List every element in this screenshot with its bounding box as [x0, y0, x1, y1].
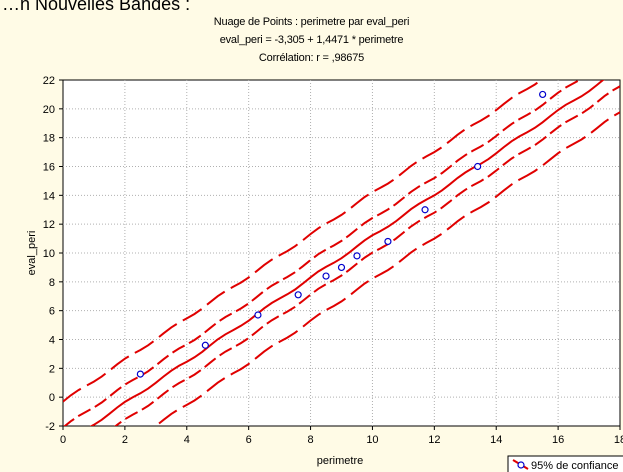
regression-lines — [63, 80, 620, 426]
y-tick-label: 2 — [49, 363, 55, 375]
x-tick-label: 8 — [307, 434, 313, 446]
grid-lines — [63, 80, 620, 426]
y-tick-label: 4 — [49, 335, 55, 347]
y-tick-label: 18 — [43, 133, 55, 145]
prediction-band-upper — [63, 80, 543, 403]
data-point — [353, 252, 361, 260]
regression-line — [89, 80, 605, 426]
page-heading: …n Nouvelles Bandes : — [2, 0, 191, 14]
prediction-band-lower — [154, 111, 620, 426]
data-point — [384, 237, 392, 246]
x-tick-label: 10 — [366, 434, 378, 446]
data-points — [136, 90, 547, 378]
legend-box — [507, 455, 623, 472]
y-tick-label: 0 — [49, 392, 55, 404]
data-point — [136, 370, 144, 378]
chart-title: Nuage de Points : perimetre par eval_per… — [213, 16, 410, 28]
plot-area — [62, 79, 621, 427]
y-tick-label: 22 — [43, 75, 55, 87]
y-tick-label: 20 — [43, 104, 55, 116]
data-point — [322, 272, 330, 280]
legend: 95% de confiance — [507, 455, 623, 472]
x-tick-label: 12 — [428, 434, 440, 446]
x-tick-label: 6 — [246, 434, 252, 446]
confidence-band-lower — [114, 85, 620, 426]
y-tick-label: 16 — [43, 162, 55, 174]
data-point — [254, 311, 262, 319]
x-tick-label: 14 — [490, 434, 502, 446]
chart-equation: eval_peri = -3,305 + 1,4471 * perimetre — [219, 34, 404, 46]
x-tick-label: 18 — [614, 434, 623, 446]
data-point — [539, 90, 547, 99]
y-axis-ticks: -2 0 2 4 6 8 10 12 14 16 18 20 22 — [43, 75, 63, 433]
y-tick-label: 10 — [43, 248, 55, 260]
x-tick-label: 2 — [122, 434, 128, 446]
x-axis-ticks: 0 2 4 6 8 10 12 14 16 18 — [60, 426, 623, 446]
y-tick-label: 8 — [49, 277, 55, 289]
data-point — [337, 263, 346, 272]
y-tick-label: 14 — [43, 190, 55, 202]
confidence-band-upper — [63, 80, 582, 426]
y-tick-label: 6 — [49, 306, 55, 318]
x-tick-label: 4 — [184, 434, 190, 446]
x-tick-label: 0 — [60, 434, 66, 446]
x-axis-label: perimetre — [317, 455, 363, 467]
y-axis-label: eval_peri — [26, 231, 38, 276]
legend-point-swatch — [517, 461, 525, 469]
data-point — [421, 206, 429, 214]
y-tick-label: 12 — [43, 219, 55, 231]
chart-correlation: Corrélation: r = ,98675 — [258, 52, 365, 64]
data-point — [474, 162, 482, 171]
x-tick-label: 16 — [552, 434, 564, 446]
data-point — [294, 291, 302, 299]
y-tick-label: -2 — [45, 421, 55, 433]
legend-label: 95% de confiance — [531, 460, 618, 472]
data-point — [201, 341, 209, 349]
